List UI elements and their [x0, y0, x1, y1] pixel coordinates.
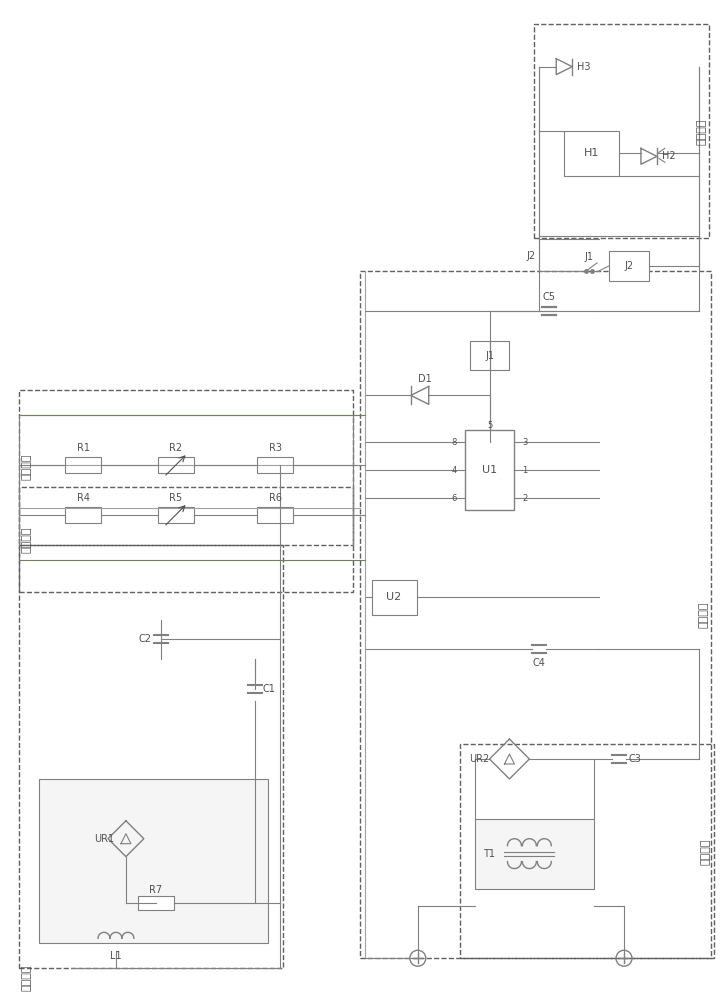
Text: C4: C4: [533, 658, 546, 668]
Text: 供电模块: 供电模块: [701, 838, 711, 865]
Text: H1: H1: [584, 148, 599, 158]
Text: U2: U2: [386, 592, 401, 602]
Text: 3: 3: [523, 438, 528, 447]
Text: 下限模块: 下限模块: [21, 454, 31, 480]
Bar: [470, 341, 510, 370]
Text: J2: J2: [527, 251, 536, 261]
Text: R3: R3: [269, 443, 282, 453]
Text: UR1: UR1: [94, 834, 114, 844]
Bar: [372, 580, 417, 615]
Bar: [360, 271, 711, 958]
Text: H2: H2: [662, 151, 675, 161]
Text: R4: R4: [76, 493, 89, 503]
Bar: [534, 24, 709, 238]
Text: UR2: UR2: [470, 754, 490, 764]
Bar: [459, 744, 714, 958]
Bar: [20, 390, 353, 545]
Text: J1: J1: [485, 351, 494, 361]
Text: R5: R5: [169, 493, 182, 503]
Text: D1: D1: [418, 374, 432, 384]
Text: R1: R1: [76, 443, 89, 453]
Bar: [158, 457, 193, 473]
Bar: [20, 545, 284, 968]
Bar: [158, 507, 193, 523]
Text: J2: J2: [624, 261, 633, 271]
Text: C5: C5: [543, 292, 555, 302]
Text: C3: C3: [629, 754, 641, 764]
Text: 报警模块: 报警模块: [696, 118, 707, 145]
Bar: [65, 507, 101, 523]
Text: 5: 5: [487, 421, 492, 430]
Bar: [39, 779, 268, 943]
Text: R2: R2: [169, 443, 182, 453]
Text: J1: J1: [585, 252, 594, 262]
Text: H3: H3: [577, 62, 591, 72]
Bar: [20, 487, 353, 592]
Text: L1: L1: [110, 951, 121, 961]
Text: T1: T1: [483, 849, 496, 859]
Bar: [475, 819, 594, 889]
Text: C1: C1: [263, 684, 276, 694]
Text: R7: R7: [149, 885, 162, 895]
Text: C2: C2: [138, 634, 151, 644]
Text: 6: 6: [451, 494, 457, 503]
Text: 1: 1: [523, 466, 528, 475]
Bar: [465, 430, 515, 510]
Text: 信号模块: 信号模块: [21, 965, 31, 991]
Text: 4: 4: [451, 466, 457, 475]
Bar: [564, 131, 619, 176]
Bar: [138, 896, 174, 910]
Text: 控制模块: 控制模块: [699, 601, 709, 628]
Text: 8: 8: [451, 438, 457, 447]
Bar: [257, 507, 293, 523]
Bar: [65, 457, 101, 473]
Text: R6: R6: [269, 493, 282, 503]
Text: U1: U1: [482, 465, 497, 475]
Text: 上限模块: 上限模块: [21, 527, 31, 553]
Bar: [257, 457, 293, 473]
Text: 2: 2: [523, 494, 528, 503]
Bar: [609, 251, 649, 281]
